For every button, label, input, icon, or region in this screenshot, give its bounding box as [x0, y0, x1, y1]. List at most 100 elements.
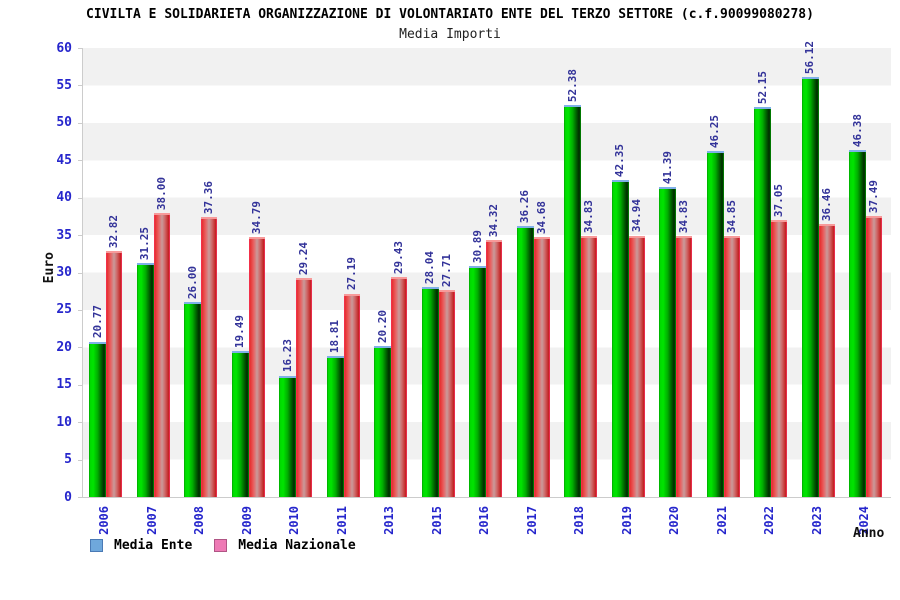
bar-value-label: 37.36: [202, 181, 216, 215]
bar-media-nazionale: [866, 216, 883, 497]
bar-value-label: 18.81: [328, 320, 342, 354]
bar-value-label: 46.38: [850, 113, 864, 147]
x-tick-label: 2010: [287, 506, 302, 535]
x-tick-label: 2023: [809, 506, 824, 535]
bar-media-ente: [516, 225, 534, 497]
y-tick-label: 40: [56, 190, 72, 206]
bar-value-label: 38.00: [154, 176, 168, 210]
bar-value-label: 32.82: [107, 215, 120, 249]
y-tick-mark: [78, 235, 82, 237]
y-tick-label: 45: [56, 152, 72, 168]
bar-media-nazionale: [486, 240, 503, 497]
x-axis-label: Anno: [853, 526, 885, 541]
bar-media-ente: [421, 287, 439, 497]
bar-media-ente: [184, 302, 202, 497]
x-tick-label: 2007: [144, 506, 159, 535]
legend-swatch-media-ente-icon: [90, 539, 103, 552]
bar-value-label: 34.79: [249, 200, 263, 234]
bar-value-label: 19.49: [233, 315, 247, 349]
y-tick-mark: [78, 122, 82, 124]
bar-value-label: 34.32: [487, 204, 501, 238]
bar-value-label: 34.68: [534, 201, 548, 235]
y-tick-label: 0: [64, 489, 72, 505]
y-tick-mark: [78, 459, 82, 461]
y-tick-mark: [78, 272, 82, 274]
bar-media-nazionale: [628, 235, 645, 497]
y-tick-label: 10: [56, 414, 72, 430]
bar-value-label: 20.20: [375, 309, 389, 343]
y-tick-label: 60: [56, 40, 72, 56]
x-tick-label: 2018: [572, 506, 587, 535]
legend-label-media-ente: Media Ente: [114, 538, 193, 553]
y-tick-label: 5: [64, 452, 72, 468]
bar-value-label: 34.83: [582, 200, 596, 234]
y-tick-mark: [78, 160, 82, 162]
bar-value-label: 34.83: [677, 200, 691, 234]
bar-media-ente: [659, 187, 677, 497]
x-tick-label: 2021: [714, 506, 729, 535]
bar-media-nazionale: [581, 236, 598, 497]
bar-media-ente: [469, 265, 487, 497]
bar-media-nazionale: [248, 236, 265, 497]
bar-value-label: 27.19: [344, 257, 358, 291]
x-tick-label: 2006: [97, 506, 111, 535]
bar-value-label: 29.43: [392, 240, 406, 274]
x-tick-label: 2019: [619, 506, 634, 535]
bar-media-ente: [611, 180, 629, 497]
bar-value-label: 41.39: [660, 151, 674, 185]
bar-media-nazionale: [723, 236, 740, 497]
chart-subtitle: Media Importi: [399, 27, 501, 42]
bar-value-label: 36.26: [518, 189, 532, 223]
bar-media-nazionale: [818, 224, 835, 497]
bar-media-ente: [326, 356, 344, 497]
bar-media-ente: [801, 77, 819, 497]
chart-title: CIVILTA E SOLIDARIETA ORGANIZZAZIONE DI …: [86, 7, 814, 22]
x-tick-label: 2017: [524, 506, 539, 535]
bar-value-label: 16.23: [280, 339, 294, 373]
y-tick-mark: [78, 48, 82, 49]
y-tick-mark: [78, 347, 82, 349]
bar-value-label: 29.24: [297, 242, 311, 276]
x-tick-label: 2015: [429, 506, 444, 535]
y-tick-label: 25: [56, 302, 72, 318]
bar-value-label: 42.35: [613, 143, 627, 178]
y-tick-mark: [78, 384, 82, 386]
bar-media-nazionale: [391, 276, 408, 497]
bar-media-ente: [374, 345, 392, 497]
bar-value-label: 52.38: [565, 68, 579, 103]
bar-media-ente: [279, 375, 297, 497]
y-tick-label: 35: [56, 227, 72, 243]
y-tick-mark: [78, 309, 82, 311]
bar-value-label: 31.25: [138, 227, 152, 261]
bar-media-ente: [564, 105, 582, 497]
bar-value-label: 37.49: [867, 180, 881, 214]
y-tick-label: 55: [56, 77, 72, 93]
bar-media-ente: [89, 341, 106, 497]
y-tick-mark: [78, 85, 82, 87]
legend-label-media-nazionale: Media Nazionale: [238, 538, 356, 553]
bar-value-label: 28.04: [423, 251, 437, 285]
bar-media-ente: [754, 106, 772, 497]
bar-value-label: 20.77: [90, 305, 104, 339]
bar-media-ente: [849, 149, 867, 497]
legend-swatch-media-nazionale-icon: [214, 539, 228, 552]
y-tick-label: 20: [56, 339, 72, 355]
bar-media-nazionale: [771, 219, 788, 497]
bar-media-nazionale: [201, 217, 218, 497]
y-tick-mark: [78, 197, 82, 199]
bar-media-nazionale: [153, 212, 170, 497]
y-tick-label: 30: [56, 265, 72, 280]
bar-value-label: 46.25: [708, 114, 722, 148]
y-tick-mark: [78, 497, 82, 498]
bar-media-nazionale: [106, 251, 122, 497]
bar-value-label: 30.89: [470, 229, 484, 263]
bar-media-nazionale: [438, 289, 455, 497]
bar-value-label: 37.05: [772, 183, 786, 217]
y-tick-mark: [78, 422, 82, 424]
bar-media-nazionale: [676, 236, 693, 497]
bar-media-nazionale: [343, 293, 360, 497]
x-tick-label: 2011: [334, 506, 349, 535]
bar-value-label: 27.71: [439, 253, 453, 287]
bar-value-label: 34.85: [724, 200, 738, 234]
